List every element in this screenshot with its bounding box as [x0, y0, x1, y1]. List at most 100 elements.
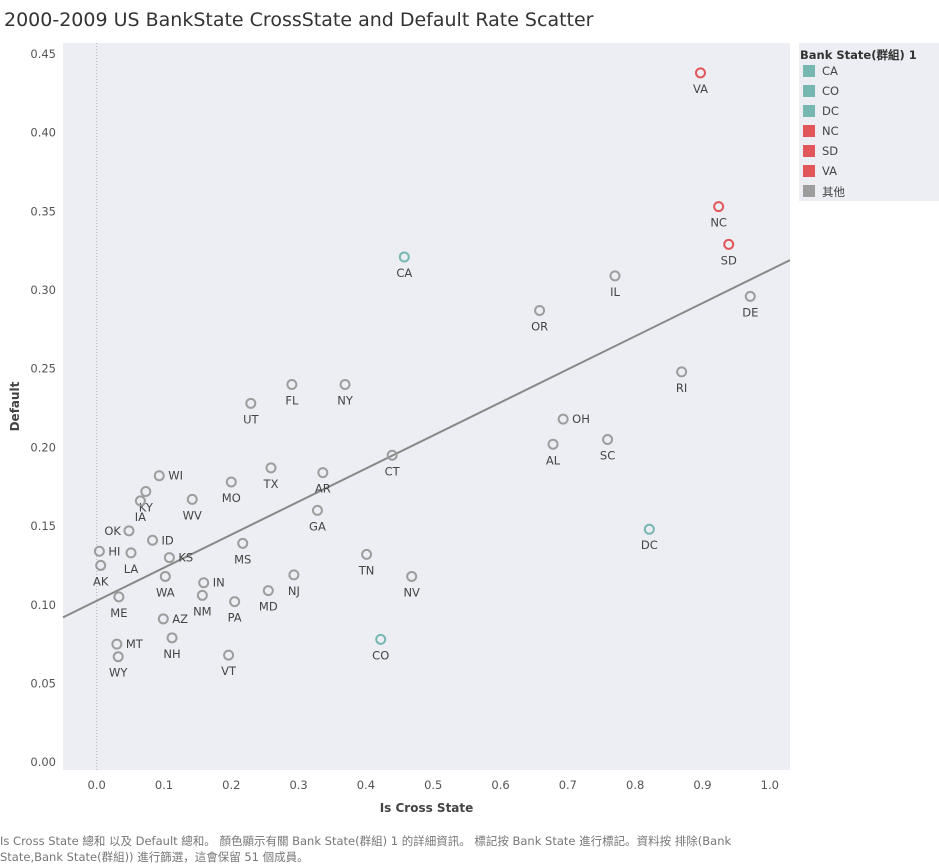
point-wy[interactable]: [112, 651, 124, 663]
point-nc[interactable]: [713, 201, 725, 213]
point-tn[interactable]: [361, 548, 373, 560]
point-sd[interactable]: [723, 238, 735, 250]
point-hi[interactable]: [93, 545, 105, 557]
point-label-wa: WA: [156, 585, 175, 599]
point-mt[interactable]: [111, 638, 123, 650]
point-dc[interactable]: [643, 523, 655, 535]
point-label-ok: OK: [104, 524, 121, 538]
point-ok[interactable]: [123, 525, 135, 537]
point-ky[interactable]: [140, 485, 152, 497]
point-oh[interactable]: [557, 413, 569, 425]
x-tick-label: 0.9: [693, 778, 711, 792]
point-pa[interactable]: [229, 596, 241, 608]
point-nm[interactable]: [196, 589, 208, 601]
point-label-sc: SC: [600, 449, 615, 463]
point-id[interactable]: [147, 534, 159, 546]
point-label-az: AZ: [172, 612, 188, 626]
point-va[interactable]: [694, 67, 706, 79]
point-wi[interactable]: [153, 470, 165, 482]
point-ca[interactable]: [398, 251, 410, 263]
point-fl[interactable]: [286, 378, 298, 390]
point-label-la: LA: [124, 562, 139, 576]
point-label-co: CO: [372, 648, 389, 662]
point-label-mt: MT: [126, 637, 144, 651]
x-tick-label: 0.3: [289, 778, 307, 792]
legend-label: 其他: [822, 185, 845, 199]
point-ar[interactable]: [317, 467, 329, 479]
point-me[interactable]: [113, 591, 125, 603]
point-label-ga: GA: [309, 519, 326, 533]
y-tick-label: 0.15: [30, 519, 56, 533]
point-or[interactable]: [534, 305, 546, 317]
point-label-ak: AK: [93, 574, 109, 588]
y-tick-label: 0.35: [30, 204, 56, 218]
legend[interactable]: Bank State(群組) 1 CA CO DC NC SD VA 其他: [799, 43, 939, 201]
point-label-vt: VT: [221, 664, 237, 678]
point-de[interactable]: [744, 290, 756, 302]
point-nv[interactable]: [406, 570, 418, 582]
scatter-chart: 0.00 0.05 0.10 0.15 0.20 0.25 0.30 0.35 0.40 0.45…: [8, 43, 791, 815]
point-nj[interactable]: [288, 569, 300, 581]
point-vt[interactable]: [223, 649, 235, 661]
point-il[interactable]: [609, 270, 621, 282]
point-ri[interactable]: [676, 366, 688, 378]
point-ga[interactable]: [311, 504, 323, 516]
point-label-wy: WY: [109, 666, 128, 680]
point-label-nc: NC: [710, 216, 727, 230]
point-label-nv: NV: [403, 585, 420, 599]
point-az[interactable]: [157, 613, 169, 625]
y-tick-label: 0.05: [30, 676, 56, 690]
point-label-or: OR: [531, 320, 548, 334]
point-al[interactable]: [547, 438, 559, 450]
point-label-wi: WI: [168, 469, 183, 483]
point-label-tn: TN: [358, 563, 375, 577]
legend-swatch: [803, 165, 815, 177]
x-tick-label: 1.0: [761, 778, 779, 792]
plot-area: [63, 43, 790, 770]
point-sc[interactable]: [602, 434, 614, 446]
point-ny[interactable]: [339, 378, 351, 390]
y-tick-label: 0.00: [30, 755, 56, 769]
point-label-fl: FL: [285, 393, 299, 407]
point-label-mo: MO: [222, 491, 241, 505]
x-axis-label: Is Cross State: [380, 801, 474, 815]
point-label-nh: NH: [163, 647, 180, 661]
x-tick-label: 0.0: [88, 778, 106, 792]
point-label-ct: CT: [385, 464, 401, 478]
point-ia[interactable]: [134, 495, 146, 507]
point-md[interactable]: [262, 585, 274, 597]
point-label-de: DE: [742, 305, 758, 319]
point-label-tx: TX: [263, 477, 279, 491]
point-label-nj: NJ: [288, 584, 300, 598]
point-wa[interactable]: [159, 570, 171, 582]
y-tick-label: 0.25: [30, 362, 56, 376]
point-in[interactable]: [198, 577, 210, 589]
point-label-al: AL: [546, 453, 561, 467]
point-co[interactable]: [375, 633, 387, 645]
point-label-ar: AR: [315, 482, 331, 496]
legend-swatch: [803, 185, 815, 197]
x-tick-label: 0.4: [357, 778, 375, 792]
point-wv[interactable]: [186, 493, 198, 505]
point-tx[interactable]: [265, 462, 277, 474]
y-tick-label: 0.40: [30, 126, 56, 140]
legend-swatch: [803, 125, 815, 137]
point-label-ks: KS: [178, 551, 193, 565]
point-ks[interactable]: [163, 552, 175, 564]
legend-label: SD: [822, 144, 839, 158]
point-label-ut: UT: [243, 412, 259, 426]
legend-label: NC: [822, 124, 839, 138]
y-tick-label: 0.10: [30, 598, 56, 612]
x-tick-label: 0.5: [424, 778, 442, 792]
point-ms[interactable]: [237, 537, 249, 549]
point-nh[interactable]: [166, 632, 178, 644]
point-ut[interactable]: [245, 397, 257, 409]
legend-swatch: [803, 145, 815, 157]
legend-title: Bank State(群組) 1: [800, 48, 917, 62]
point-mo[interactable]: [225, 476, 237, 488]
point-la[interactable]: [125, 547, 137, 559]
y-axis-label: Default: [8, 381, 22, 431]
point-ct[interactable]: [386, 449, 398, 461]
point-ak[interactable]: [95, 559, 107, 571]
